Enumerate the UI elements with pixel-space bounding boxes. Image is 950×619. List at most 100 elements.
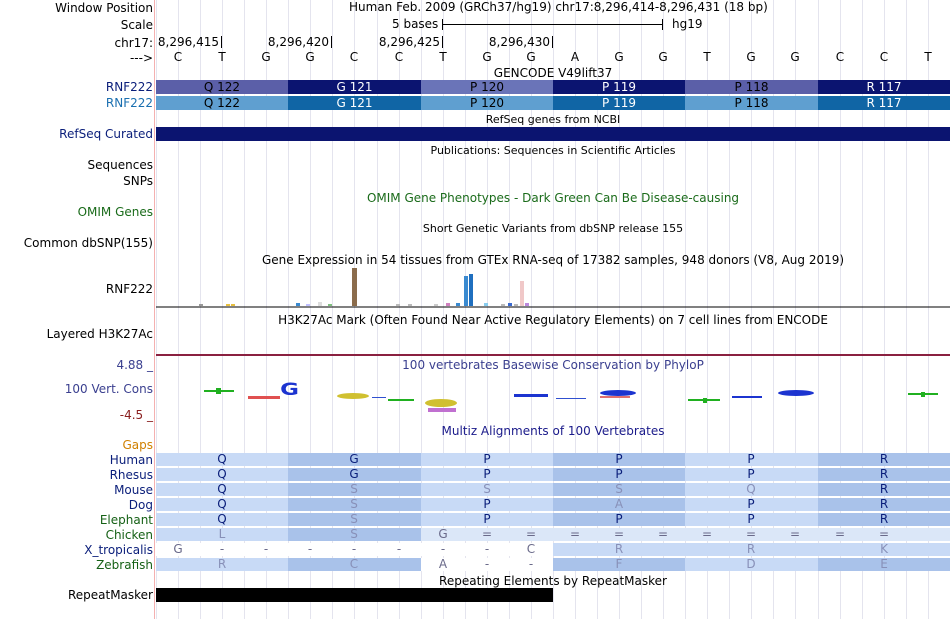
scale-db: hg19	[672, 17, 703, 31]
strand-label: --->	[129, 51, 153, 65]
gtex-label[interactable]: RNF222	[105, 282, 153, 296]
repeatmasker-title[interactable]: Repeating Elements by RepeatMasker	[439, 574, 667, 588]
species-label[interactable]: X_tropicalis	[84, 543, 153, 557]
aligned-base: =	[481, 527, 493, 541]
gencode-codon[interactable]: P 119	[553, 80, 685, 94]
amino-acid: S	[483, 482, 491, 496]
omim-label[interactable]: OMIM Genes	[77, 205, 153, 219]
amino-acid: K	[880, 542, 888, 556]
gencode-codon[interactable]: P 118	[685, 96, 818, 110]
alignment-codon-block	[288, 528, 421, 541]
coordinate-tick: 8,296,415	[158, 35, 222, 49]
gencode-title[interactable]: GENCODE V49lift37	[493, 66, 613, 80]
h3k27ac-signal[interactable]	[156, 354, 950, 356]
alignment-codon-block	[421, 468, 553, 481]
species-label[interactable]: Chicken	[105, 528, 153, 542]
h3k27ac-label[interactable]: Layered H3K27Ac	[46, 327, 153, 341]
omim-title[interactable]: OMIM Gene Phenotypes - Dark Green Can Be…	[366, 191, 740, 205]
species-label[interactable]: Mouse	[114, 483, 153, 497]
coordinate-tick: 8,296,430	[489, 35, 553, 49]
amino-acid: S	[615, 482, 623, 496]
gencode-codon[interactable]: G 121	[288, 96, 421, 110]
amino-acid: Q	[217, 452, 227, 466]
alignment-codon-block	[553, 483, 685, 496]
alignment-codon-block	[156, 558, 288, 571]
phylop-title[interactable]: 100 vertebrates Basewise Conservation by…	[402, 358, 704, 372]
alignment-codon-block	[685, 543, 818, 556]
gencode-row-2-label[interactable]: RNF222	[105, 96, 153, 110]
amino-acid: S	[350, 482, 358, 496]
alignment-codon-block	[685, 558, 818, 571]
alignment-codon-block	[553, 543, 685, 556]
refseq-label[interactable]: RefSeq Curated	[59, 127, 153, 141]
window-position-label: Window Position	[55, 1, 153, 15]
species-label[interactable]: Zebrafish	[96, 558, 153, 572]
base-letter: G	[482, 50, 492, 64]
amino-acid: P	[747, 497, 755, 511]
scale-bases: 5 bases	[392, 17, 439, 31]
base-letter: G	[305, 50, 315, 64]
species-label[interactable]: Rhesus	[109, 468, 153, 482]
base-letter: C	[173, 50, 183, 64]
alignment-codon-block	[156, 468, 288, 481]
coordinate-tick-mark	[221, 36, 222, 48]
species-label[interactable]: Dog	[128, 498, 153, 512]
aligned-base: =	[525, 527, 537, 541]
alignment-codon-block	[421, 513, 553, 526]
repeatmasker-element[interactable]	[156, 588, 553, 602]
dbsnp-label[interactable]: Common dbSNP(155)	[23, 236, 153, 250]
amino-acid: R	[879, 482, 889, 496]
gencode-codon[interactable]: R 117	[818, 80, 950, 94]
gtex-expression-bars[interactable]	[156, 266, 950, 308]
gencode-codon[interactable]: Q 122	[156, 96, 288, 110]
gencode-codon[interactable]: P 120	[421, 96, 553, 110]
phylop-logo[interactable]: G	[156, 378, 950, 418]
gencode-codon[interactable]: P 118	[685, 80, 818, 94]
amino-acid: R	[614, 542, 624, 556]
amino-acid: Q	[217, 482, 227, 496]
gencode-codon[interactable]: Q 122	[156, 80, 288, 94]
refseq-title[interactable]: RefSeq genes from NCBI	[485, 113, 621, 126]
aligned-base: =	[878, 527, 890, 541]
dbsnp-title[interactable]: Short Genetic Variants from dbSNP releas…	[422, 222, 684, 235]
species-label[interactable]: Elephant	[99, 513, 153, 527]
species-label[interactable]: Human	[109, 453, 153, 467]
refseq-gene-bar[interactable]	[156, 127, 950, 141]
gencode-codon[interactable]: G 121	[288, 80, 421, 94]
alignment-codon-block	[421, 528, 553, 541]
amino-acid: P	[747, 452, 755, 466]
coordinate-tick-mark	[552, 36, 553, 48]
amino-acid: P	[483, 497, 491, 511]
alignment-codon-block	[685, 528, 818, 541]
aligned-base: =	[569, 527, 581, 541]
repeatmasker-label[interactable]: RepeatMasker	[67, 588, 153, 602]
chrom-label: chr17:	[114, 36, 153, 50]
gencode-codon[interactable]: R 117	[818, 96, 950, 110]
multiz-title[interactable]: Multiz Alignments of 100 Vertebrates	[441, 424, 665, 438]
gencode-codon[interactable]: P 120	[421, 80, 553, 94]
amino-acid: R	[879, 512, 889, 526]
gtex-title[interactable]: Gene Expression in 54 tissues from GTEx …	[261, 253, 845, 267]
amino-acid: R	[879, 452, 889, 466]
h3k27ac-title[interactable]: H3K27Ac Mark (Often Found Near Active Re…	[278, 313, 828, 327]
gencode-codon[interactable]: P 119	[553, 96, 685, 110]
base-letter: G	[614, 50, 624, 64]
amino-acid: Q	[217, 497, 227, 511]
alignment-codon-block	[421, 453, 553, 466]
publications-title[interactable]: Publications: Sequences in Scientific Ar…	[430, 144, 676, 157]
sequences-label[interactable]: Sequences	[87, 158, 153, 172]
phylop-label[interactable]: 100 Vert. Cons	[64, 382, 153, 396]
aligned-base: -	[528, 557, 534, 571]
amino-acid: P	[747, 467, 755, 481]
amino-acid: G	[349, 452, 359, 466]
gencode-row-1-label[interactable]: RNF222	[105, 80, 153, 94]
base-letter: T	[218, 50, 226, 64]
snps-label[interactable]: SNPs	[123, 174, 153, 188]
alignment-codon-block	[156, 453, 288, 466]
alignment-codon-block	[421, 558, 553, 571]
gaps-label[interactable]: Gaps	[122, 438, 153, 452]
amino-acid: A	[614, 497, 624, 511]
alignment-codon-block	[818, 528, 950, 541]
amino-acid: P	[483, 467, 491, 481]
amino-acid: R	[879, 467, 889, 481]
